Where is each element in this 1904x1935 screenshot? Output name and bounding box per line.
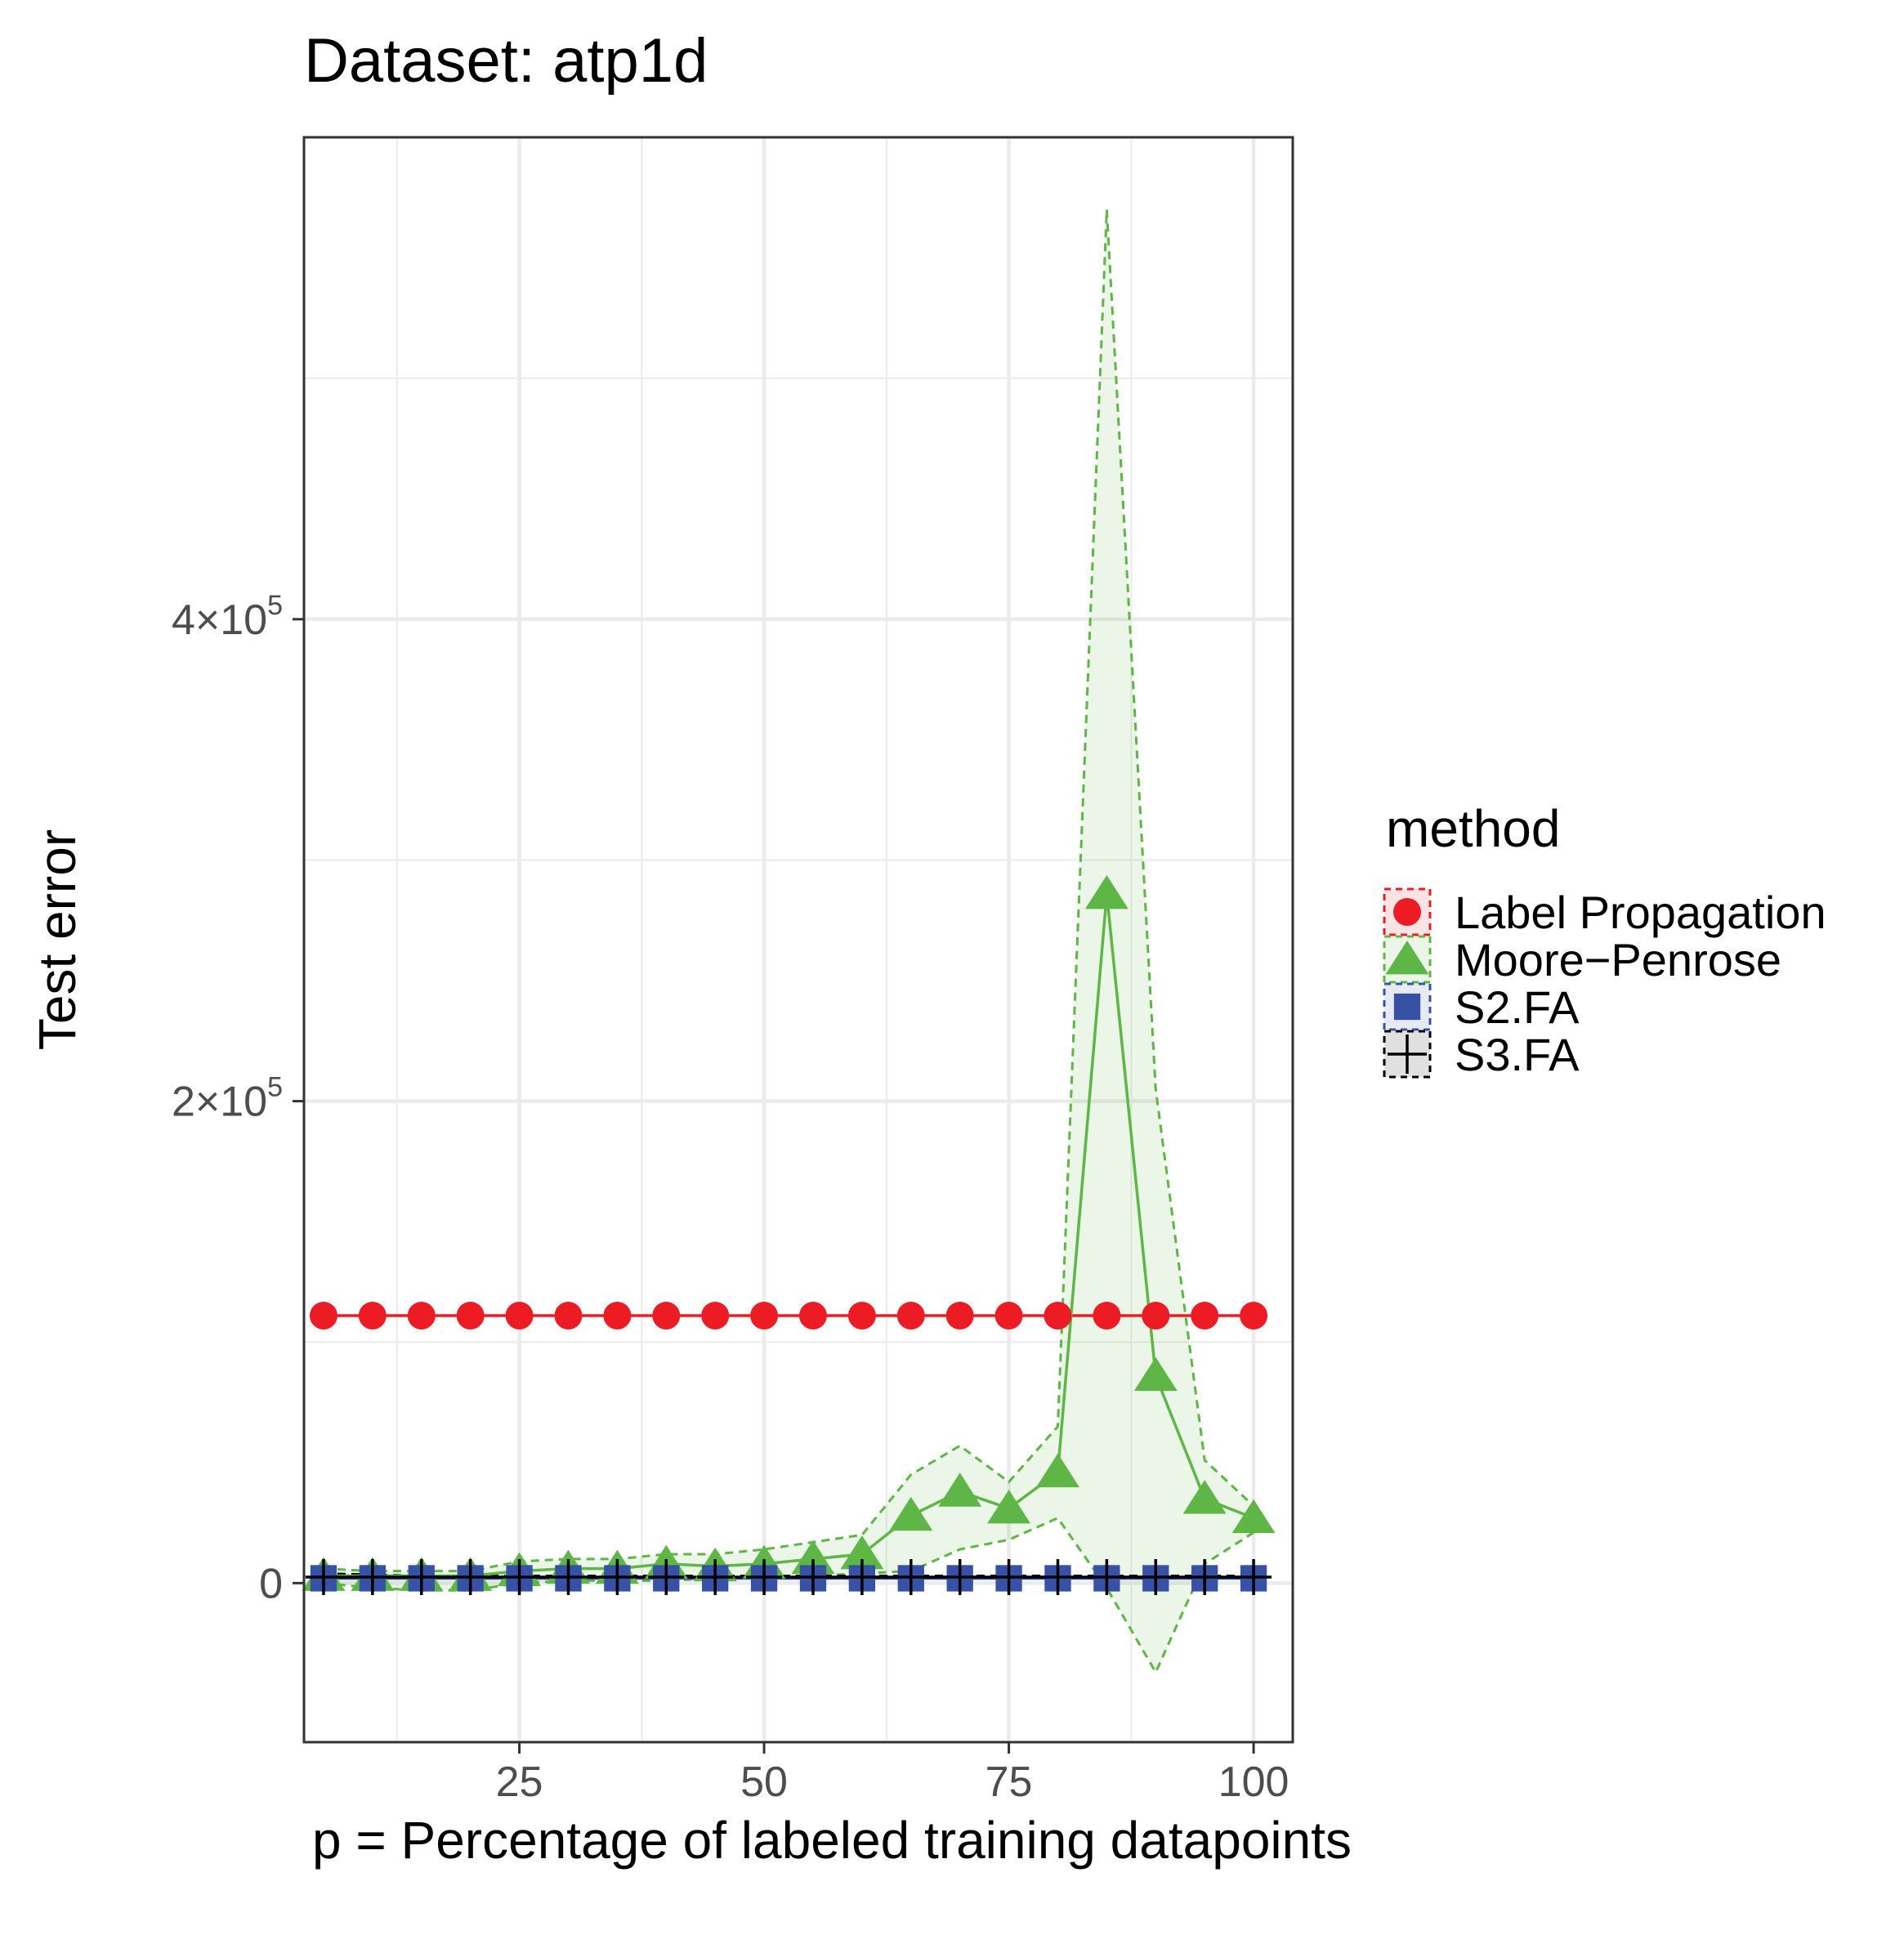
data-point (603, 1302, 632, 1330)
data-point (1133, 1356, 1178, 1392)
data-point (990, 1558, 1027, 1595)
data-point (652, 1302, 681, 1330)
y-tick-label: 4×105 (172, 590, 283, 644)
legend-key-box (1383, 982, 1432, 1031)
legend-item: S3.FA (1383, 1029, 1580, 1080)
y-axis: 0 2×105 4×105 (172, 590, 304, 1607)
data-point (501, 1558, 538, 1595)
x-axis-title: p = Percentage of labeled training datap… (312, 1811, 1352, 1870)
legend-key-marker (1393, 993, 1421, 1021)
x-tick-label: 100 (1218, 1758, 1289, 1806)
data-point (452, 1558, 489, 1595)
data-point (505, 1302, 534, 1330)
data-point (1093, 1302, 1121, 1330)
data-point (1044, 1302, 1072, 1330)
data-point (407, 1302, 436, 1330)
data-point (843, 1558, 880, 1595)
series-markers (302, 874, 1276, 1595)
x-axis: 25 50 75 100 (496, 1742, 1289, 1806)
data-point (896, 1302, 925, 1330)
x-tick-label: 25 (496, 1758, 543, 1806)
legend: method Label PropagationMoore−PenroseS2.… (1383, 799, 1826, 1080)
data-point (1236, 1558, 1272, 1595)
data-point (1142, 1302, 1170, 1330)
data-point (354, 1558, 391, 1595)
legend-label: S2.FA (1455, 981, 1580, 1033)
x-tick-label: 75 (986, 1758, 1033, 1806)
data-point (889, 1496, 933, 1531)
legend-key-marker (1388, 1035, 1427, 1074)
legend-key-marker (1385, 941, 1429, 975)
data-point (938, 1472, 982, 1507)
data-point (1084, 874, 1129, 909)
x-tick-label: 50 (740, 1758, 788, 1806)
data-point (305, 1558, 342, 1595)
data-point (941, 1558, 978, 1595)
legend-item: Moore−Penrose (1383, 934, 1781, 985)
plot-panel-border (302, 136, 1294, 1744)
data-point (701, 1302, 730, 1330)
y-tick-label: 2×105 (172, 1072, 283, 1126)
data-point (794, 1558, 831, 1595)
y-tick-label: 0 (259, 1560, 283, 1607)
error-band (323, 209, 1254, 1673)
data-point (1240, 1302, 1268, 1330)
data-point (697, 1558, 734, 1595)
data-point (1191, 1302, 1219, 1330)
y-axis-title: Test error (28, 829, 87, 1050)
grid-major (304, 137, 1293, 1742)
data-point (550, 1558, 587, 1595)
data-point (403, 1558, 440, 1595)
data-point (750, 1302, 779, 1330)
data-point (358, 1302, 387, 1330)
legend-item: S2.FA (1383, 981, 1580, 1033)
data-point (1036, 1453, 1079, 1488)
data-point (648, 1558, 685, 1595)
data-point (798, 1302, 827, 1330)
legend-label: Label Propagation (1455, 887, 1826, 938)
data-point (456, 1302, 485, 1330)
panel-background (304, 137, 1293, 1742)
data-point (599, 1558, 636, 1595)
data-point (1137, 1558, 1174, 1595)
legend-title: method (1386, 799, 1560, 858)
data-point (945, 1302, 974, 1330)
data-point (840, 1535, 884, 1570)
data-point (554, 1302, 583, 1330)
legend-label: Moore−Penrose (1455, 934, 1781, 985)
grid-minor (304, 137, 1293, 1742)
data-point (987, 1489, 1031, 1524)
data-point (1088, 1558, 1125, 1595)
data-point (994, 1302, 1023, 1330)
data-point (1187, 1558, 1223, 1595)
legend-item: Label Propagation (1383, 887, 1826, 938)
data-point (1231, 1499, 1276, 1534)
data-point (847, 1302, 876, 1330)
data-point (746, 1558, 783, 1595)
chart-title: Dataset: atp1d (304, 26, 708, 96)
data-point (1039, 1558, 1076, 1595)
data-point (1182, 1480, 1227, 1514)
plot-panel-background (304, 137, 1293, 1742)
data-point (892, 1558, 929, 1595)
legend-label: S3.FA (1455, 1029, 1580, 1080)
data-point (309, 1302, 337, 1330)
legend-key-marker (1393, 898, 1421, 926)
